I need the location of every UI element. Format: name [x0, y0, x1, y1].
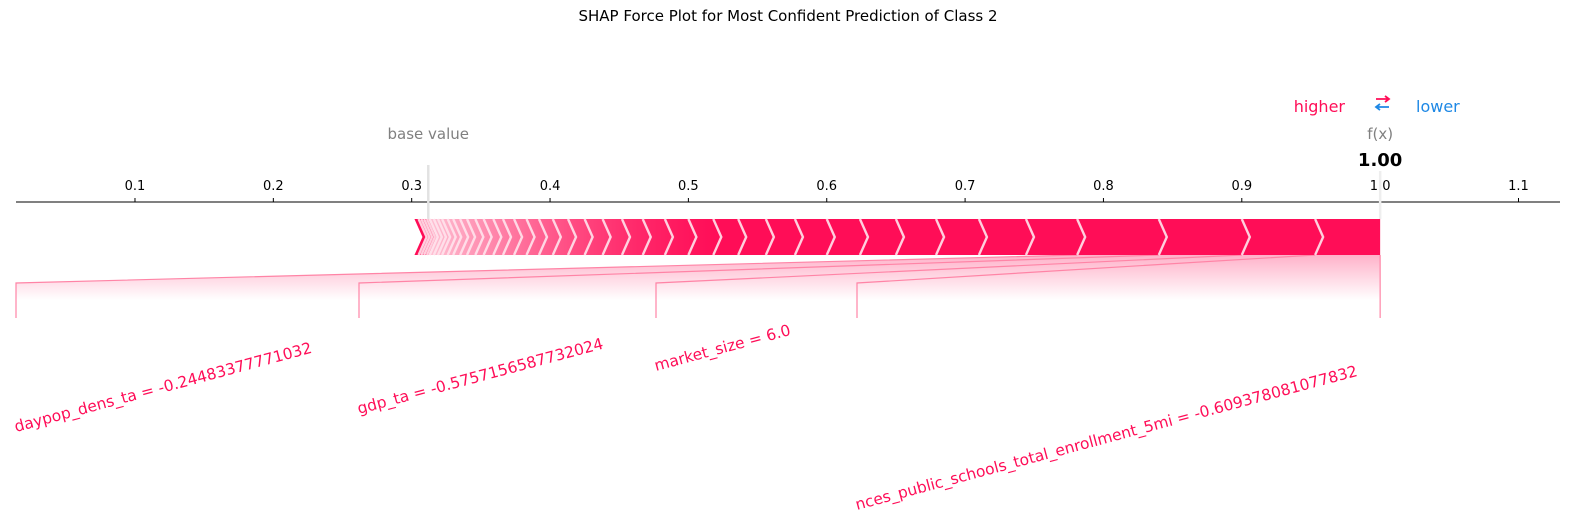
x-tick-label: 0.2 [263, 179, 284, 194]
segment-separator [537, 218, 549, 256]
segment-separator [432, 218, 444, 256]
feature-label: nces_public_schools_total_enrollment_5mi… [853, 362, 1359, 515]
segment-separator [446, 218, 457, 256]
x-tick-label: 0.7 [955, 179, 976, 194]
x-tick-label: 0.6 [816, 179, 837, 194]
segment-separator [492, 218, 503, 256]
segment-separator [525, 218, 536, 256]
segment-separator [1157, 218, 1169, 256]
legend: higher lower [1294, 95, 1460, 116]
segment-separator [1076, 218, 1087, 256]
segment-separator [428, 218, 439, 256]
x-axis: 0.10.20.30.40.50.60.70.80.91.01.1 [16, 165, 1560, 219]
x-tick-label: 0.5 [678, 179, 699, 194]
connector-band [16, 255, 1159, 300]
segment-separator [663, 218, 675, 256]
segment-separator [601, 218, 612, 256]
connector-line [856, 254, 1316, 318]
chart-title: SHAP Force Plot for Most Confident Predi… [578, 7, 998, 25]
segment-separator [793, 218, 805, 256]
connector-line [358, 254, 1159, 318]
segment-separator [934, 218, 946, 256]
segment-separator [1240, 218, 1252, 256]
feature-label: market_size = 6.0 [652, 321, 792, 376]
segment-separator [465, 218, 477, 256]
force-segment-major [1241, 219, 1324, 255]
connector-band [656, 255, 1316, 300]
segment-separator [436, 218, 448, 256]
segment-separator [459, 218, 470, 256]
x-tick-label: 0.8 [1093, 179, 1114, 194]
segment-separator [641, 218, 653, 256]
connectors [15, 254, 1381, 318]
legend-lower: lower [1416, 97, 1460, 116]
output-value: 1.00 [1358, 150, 1402, 171]
segment-separator [474, 218, 485, 256]
x-tick-label: 0.1 [125, 179, 146, 194]
segment-separator [482, 218, 493, 256]
segment-separator [764, 218, 776, 256]
segment-separator [501, 218, 513, 256]
segment-separator [425, 218, 437, 256]
segment-separator [825, 218, 837, 256]
connector-band [359, 255, 1242, 300]
connector-line [655, 254, 1242, 318]
force-tail-overlay [428, 219, 1078, 255]
x-tick-label: 0.9 [1231, 179, 1252, 194]
x-tick-label: 0.3 [401, 179, 422, 194]
segment-separator [1314, 218, 1325, 256]
connector-line [15, 254, 1078, 318]
output-label: f(x) [1367, 125, 1393, 143]
segment-separator [977, 218, 989, 256]
segment-separator [452, 218, 463, 256]
connector-band [857, 255, 1381, 300]
segment-separator [423, 218, 434, 256]
swap-arrows-icon [1374, 95, 1391, 111]
legend-higher: higher [1294, 97, 1346, 116]
segment-separator [737, 218, 748, 256]
segment-separator [551, 218, 563, 256]
segment-separator [441, 218, 452, 256]
feature-label: gdp_ta = -0.5757156587732024 [355, 335, 605, 419]
segment-separator [583, 218, 594, 256]
segment-separator [420, 218, 431, 256]
segment-separator [566, 218, 578, 256]
feature-label: daypop_dens_ta = -0.24483377771032 [12, 339, 314, 437]
segment-separator [858, 218, 870, 256]
x-tick-label: 0.4 [540, 179, 561, 194]
segment-separator [1024, 218, 1036, 256]
feature-labels: daypop_dens_ta = -0.24483377771032 gdp_ta… [12, 321, 1359, 515]
segment-separator [512, 218, 524, 256]
segment-separator [417, 218, 428, 256]
force-segment-major [1315, 219, 1381, 255]
segment-separator [687, 218, 698, 256]
force-bar [414, 218, 1381, 256]
force-segment-major [1158, 219, 1250, 255]
segment-separator [894, 218, 906, 256]
segment-separator [712, 218, 723, 256]
x-tick-label: 1.1 [1508, 179, 1529, 194]
force-segment-major [1077, 219, 1167, 255]
base-value-label: base value [388, 125, 470, 143]
segment-separator [620, 218, 632, 256]
